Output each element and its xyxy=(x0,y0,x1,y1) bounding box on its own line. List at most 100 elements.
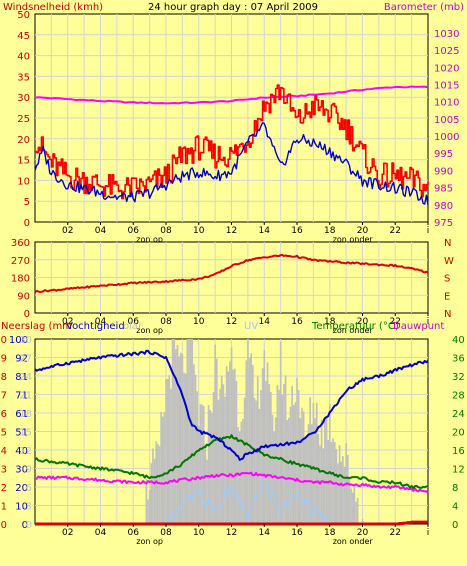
humidity-line xyxy=(34,349,429,461)
y-tick-label-right: 32 xyxy=(452,372,465,383)
x-tick-label: 14 xyxy=(259,226,271,236)
solar-bar xyxy=(266,362,269,524)
y-tick-label: 7 xyxy=(1,391,7,402)
dewpoint-line xyxy=(35,471,429,494)
y-tick-label: 45 xyxy=(17,31,30,42)
x-tick-label: 16 xyxy=(291,226,303,236)
solar-bar xyxy=(265,381,267,524)
x-tick-label: 14 xyxy=(259,317,271,327)
y-tick-label-right: 1030 xyxy=(434,29,459,40)
x-tick-label: 16 xyxy=(291,528,303,538)
solar-bar xyxy=(222,384,225,524)
solar-bar xyxy=(186,339,189,524)
solar-bar xyxy=(206,459,208,524)
y-tick-label: 9 xyxy=(1,354,7,365)
y-tick-label: 1 xyxy=(1,502,7,513)
solar-bar xyxy=(271,414,274,524)
solar-bar xyxy=(194,374,197,524)
y-tick-label-right: 1020 xyxy=(434,63,459,74)
solar-bar xyxy=(248,357,251,524)
solar-bar xyxy=(178,356,180,524)
y-tick-label-right: 1010 xyxy=(434,98,459,109)
y-tick-label: 15 xyxy=(19,428,32,439)
sunrise-label: zon op xyxy=(136,235,163,244)
solar-bar xyxy=(353,484,356,524)
solar-bar xyxy=(251,364,254,524)
solar-bar xyxy=(263,350,266,524)
solar-bar xyxy=(250,353,253,524)
x-tick-label: 12 xyxy=(226,317,237,327)
solar-bar xyxy=(168,375,171,524)
x-tick-label: 14 xyxy=(259,528,271,538)
y-tick-label-right: 985 xyxy=(434,184,453,195)
x-tick-label: 06 xyxy=(128,317,140,327)
solar-bar xyxy=(314,417,316,524)
humidity-axis-label: Vochtigheid xyxy=(66,321,125,332)
solar-bar xyxy=(242,418,244,524)
y-tick-label-right: 1000 xyxy=(434,132,459,143)
solar-bar xyxy=(238,431,241,524)
solar-bar xyxy=(197,426,200,524)
solar-bar xyxy=(209,410,212,524)
x-tick-label: 22 xyxy=(390,528,401,538)
x-tick-label: 20 xyxy=(357,317,369,327)
sunrise-label: zon op xyxy=(136,326,163,335)
solar-bar xyxy=(322,448,325,524)
solar-bar xyxy=(332,438,334,524)
y-tick-label: 3 xyxy=(1,465,7,476)
y-tick-label: 2 xyxy=(1,483,7,494)
y-tick-label-right: 980 xyxy=(434,201,453,212)
solar-bar xyxy=(247,339,249,524)
solar-bar xyxy=(170,388,172,524)
x-tick-label: 18 xyxy=(324,528,336,538)
y-tick-label: 3 xyxy=(26,502,32,513)
solar-bar xyxy=(237,427,239,524)
y-tick-label: 0 xyxy=(24,309,30,320)
y-tick-label: 8 xyxy=(1,372,7,383)
solar-bar xyxy=(215,358,218,524)
solar-bar xyxy=(297,389,300,524)
x-tick-label: 10 xyxy=(193,226,205,236)
solar-bar xyxy=(171,339,174,524)
x-tick-label: 20 xyxy=(357,528,369,538)
solar-bar xyxy=(229,361,231,524)
x-tick-label: 22 xyxy=(390,317,401,327)
solar-bar xyxy=(191,339,194,524)
y-tick-label: 18 xyxy=(19,409,32,420)
y-tick-label: 40 xyxy=(15,446,28,457)
wind-axis-label: Windsnelheid (kmh) xyxy=(3,2,103,13)
y-tick-label: 30 xyxy=(17,93,30,104)
solar-bar xyxy=(175,349,177,524)
solar-bar xyxy=(188,339,190,524)
y-tick-label: 10 xyxy=(0,335,7,346)
y-tick-label-right: 0 xyxy=(452,520,458,531)
y-tick-label-right: N xyxy=(444,309,451,320)
solar-bar xyxy=(161,416,164,524)
y-tick-label: 35 xyxy=(17,72,30,83)
y-tick-label: 100 xyxy=(9,335,28,346)
y-tick-label-right: 24 xyxy=(452,409,465,420)
y-tick-label-right: W xyxy=(444,256,454,267)
x-tick-label: 06 xyxy=(128,226,140,236)
y-tick-label: 15 xyxy=(17,156,30,167)
x-tick-label: 10 xyxy=(193,317,205,327)
solar-bar xyxy=(296,377,298,524)
solar-bar xyxy=(153,458,156,524)
solar-bar xyxy=(288,417,290,524)
x-tick-label: i xyxy=(427,528,430,538)
solar-bar xyxy=(274,417,277,524)
temperature-axis-label: Temperatuur (°C) xyxy=(311,321,399,332)
y-tick-label: 6 xyxy=(1,409,7,420)
solar-bar xyxy=(189,339,192,524)
solar-bar xyxy=(289,406,292,524)
solar-bar xyxy=(286,420,289,524)
solar-bar xyxy=(319,445,321,524)
solar-bar xyxy=(201,404,203,524)
y-tick-label: 30 xyxy=(19,335,32,346)
solar-bar xyxy=(299,418,302,524)
x-tick-label: 08 xyxy=(160,528,172,538)
barometer-line xyxy=(34,85,429,105)
solar-bar xyxy=(258,409,261,524)
